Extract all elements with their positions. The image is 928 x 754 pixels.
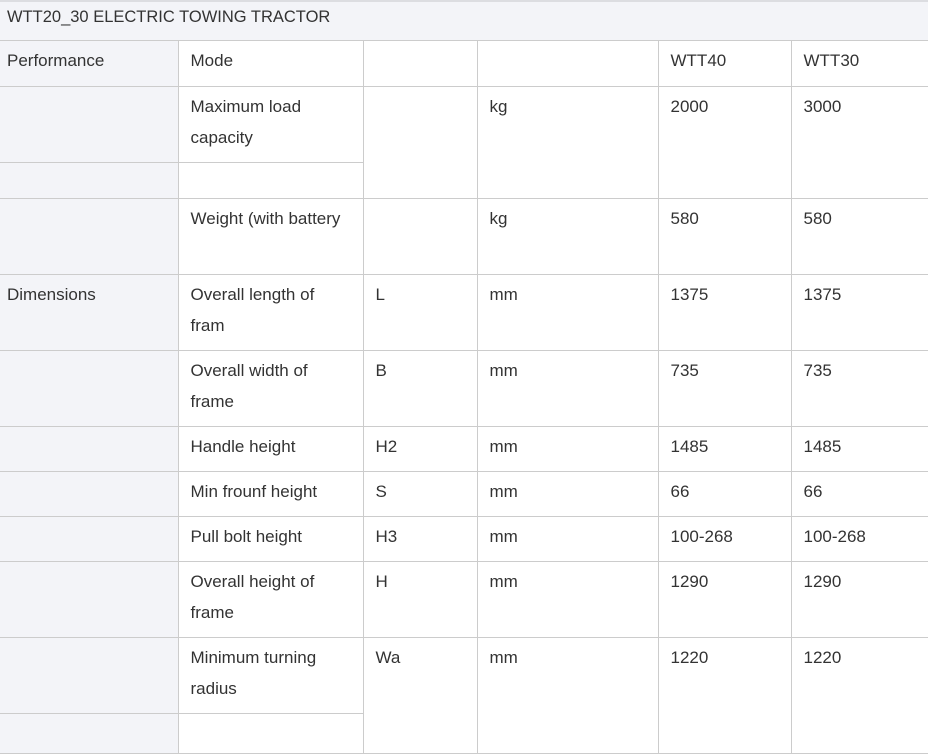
unit-cell: mm [476, 636, 659, 754]
section-cell [0, 515, 179, 562]
unit-cell: mm [476, 425, 659, 472]
wtt30-cell: 3000 [790, 85, 928, 199]
header-wtt30: WTT30 [790, 41, 928, 87]
table-row: Maximum load capacity kg 2000 3000 [0, 85, 928, 199]
item-cell [177, 161, 364, 199]
section-cell: Dimensions [0, 273, 179, 351]
symbol-cell: H3 [362, 515, 478, 562]
table-row: Weight (with battery kg 580 580 [0, 197, 928, 275]
wtt30-cell: 580 [790, 197, 928, 275]
item-cell: Overall length of fram [177, 273, 364, 351]
wtt30-cell: 1375 [790, 273, 928, 351]
wtt40-cell: 2000 [657, 85, 792, 199]
item-cell: Minimum turning radius [177, 636, 364, 714]
section-cell [0, 197, 179, 275]
header-section: Performance [0, 41, 179, 87]
unit-cell: kg [476, 85, 659, 199]
section-cell [0, 85, 179, 163]
wtt30-cell: 66 [790, 470, 928, 517]
item-cell: Handle height [177, 425, 364, 472]
table-row: Pull bolt height H3 mm 100-268 100-268 [0, 515, 928, 562]
header-wtt40: WTT40 [657, 41, 792, 87]
unit-cell: mm [476, 349, 659, 427]
symbol-cell [362, 85, 478, 199]
table-title: WTT20_30 ELECTRIC TOWING TRACTOR [0, 0, 928, 41]
section-cell [0, 349, 179, 427]
section-cell [0, 560, 179, 638]
wtt30-cell: 100-268 [790, 515, 928, 562]
item-cell: Pull bolt height [177, 515, 364, 562]
unit-cell: mm [476, 515, 659, 562]
wtt40-cell: 735 [657, 349, 792, 427]
wtt30-cell: 1290 [790, 560, 928, 638]
item-cell: Maximum load capacity [177, 85, 364, 163]
symbol-cell: H2 [362, 425, 478, 472]
section-cell [0, 636, 179, 714]
symbol-cell: L [362, 273, 478, 351]
unit-cell: mm [476, 273, 659, 351]
symbol-cell: S [362, 470, 478, 517]
header-symbol [362, 41, 478, 87]
unit-cell: mm [476, 560, 659, 638]
header-item: Mode [177, 41, 364, 87]
unit-cell: kg [476, 197, 659, 275]
table-row [0, 161, 928, 199]
symbol-cell: B [362, 349, 478, 427]
wtt40-cell: 1485 [657, 425, 792, 472]
section-cell [0, 470, 179, 517]
wtt30-cell: 735 [790, 349, 928, 427]
item-cell: Weight (with battery [177, 197, 364, 275]
symbol-cell: H [362, 560, 478, 638]
item-cell [177, 712, 364, 754]
wtt30-cell: 1485 [790, 425, 928, 472]
item-cell: Overall width of frame [177, 349, 364, 427]
section-cell [0, 161, 179, 199]
table-row: Handle height H2 mm 1485 1485 [0, 425, 928, 472]
header-unit [476, 41, 659, 87]
wtt40-cell: 66 [657, 470, 792, 517]
table-row: Minimum turning radius Wa mm 1220 1220 [0, 636, 928, 754]
header-row: Performance Mode WTT40 WTT30 [0, 41, 928, 87]
unit-cell: mm [476, 470, 659, 517]
symbol-cell: Wa [362, 636, 478, 754]
section-cell [0, 712, 179, 754]
wtt40-cell: 100-268 [657, 515, 792, 562]
item-cell: Min frounf height [177, 470, 364, 517]
wtt40-cell: 580 [657, 197, 792, 275]
symbol-cell [362, 197, 478, 275]
spec-table: Performance Mode WTT40 WTT30 Maximum load ca… [0, 41, 928, 754]
wtt40-cell: 1290 [657, 560, 792, 638]
wtt30-cell: 1220 [790, 636, 928, 754]
item-cell: Overall height of frame [177, 560, 364, 638]
section-cell [0, 425, 179, 472]
wtt40-cell: 1375 [657, 273, 792, 351]
wtt40-cell: 1220 [657, 636, 792, 754]
